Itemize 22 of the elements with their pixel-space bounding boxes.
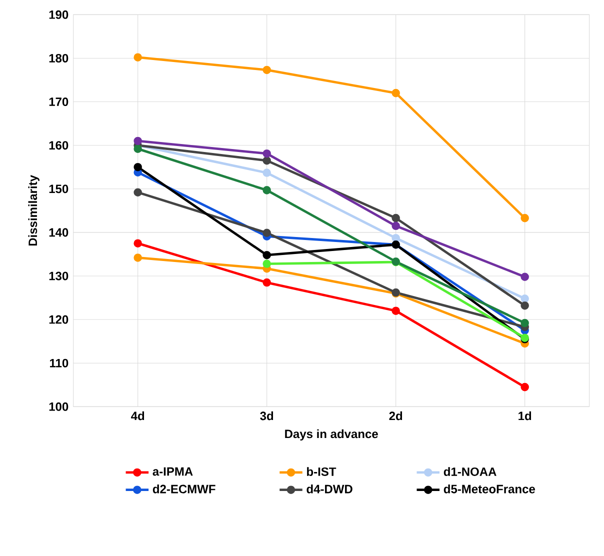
y-tick-label: 140: [49, 228, 68, 237]
y-tick-label: 110: [50, 358, 68, 368]
legend-label: a-IPMA: [152, 467, 193, 476]
y-tick-label: 130: [49, 272, 68, 280]
legend-label: d2-ECMWF: [152, 484, 216, 494]
legend-label: d5-MeteoFrance: [444, 484, 535, 494]
legend-label: d4-DWD: [306, 484, 352, 494]
x-tick-label: 3d: [260, 411, 274, 420]
x-tick-label: 4d: [131, 411, 144, 420]
legend-label: d1-NOAA: [444, 467, 496, 476]
y-tick-label: 160: [49, 141, 68, 150]
y-axis-title: Dissimilarity: [28, 175, 40, 246]
y-tick-label: 170: [49, 98, 68, 106]
y-tick-label: 100: [49, 402, 68, 411]
x-tick-label: 1d: [518, 411, 532, 420]
y-tick-label: 180: [49, 54, 68, 62]
y-tick-label: 120: [49, 315, 68, 324]
x-axis-title: Days in advance: [285, 429, 378, 441]
legend-label: b-IST: [307, 467, 336, 476]
y-tick-label: 150: [49, 184, 68, 194]
y-tick-label: 190: [49, 10, 68, 19]
x-tick-label: 2d: [389, 411, 402, 420]
